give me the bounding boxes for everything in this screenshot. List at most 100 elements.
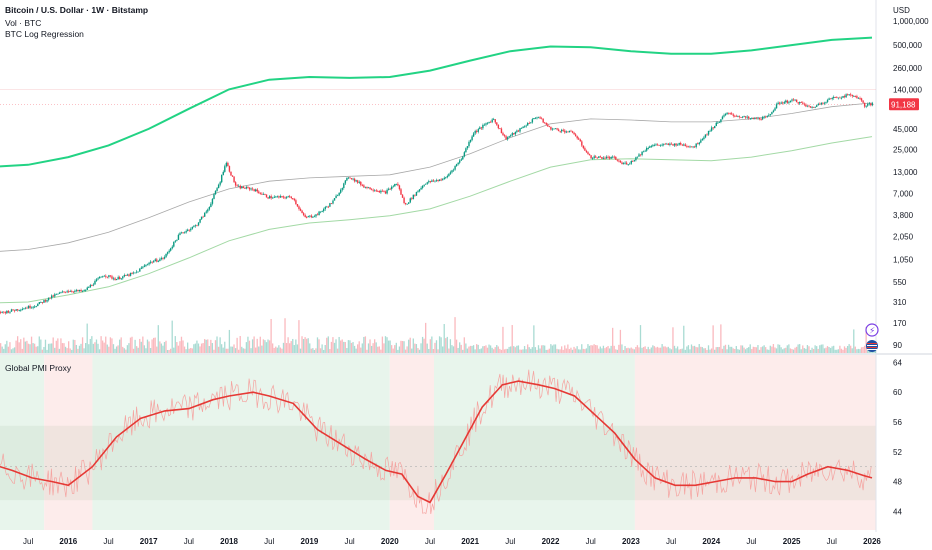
candle-body — [578, 138, 580, 140]
volume-bar — [680, 349, 682, 353]
volume-bar — [468, 346, 470, 353]
volume-bar — [363, 336, 365, 353]
volume-bar — [35, 346, 37, 353]
candle-body — [333, 198, 336, 201]
volume-bar — [514, 347, 516, 353]
volume-bar — [862, 347, 864, 353]
volume-bar — [381, 336, 384, 353]
candle-body — [275, 196, 277, 198]
candle-body — [108, 275, 110, 277]
volume-bar — [154, 337, 156, 353]
currency-label[interactable]: USD — [893, 6, 910, 15]
candle-body — [213, 194, 215, 199]
volume-bar — [217, 346, 220, 353]
volume-bar — [408, 339, 410, 353]
volume-bar — [463, 337, 465, 353]
candle-body — [613, 156, 615, 158]
candle-body — [415, 192, 418, 196]
volume-bar — [142, 336, 144, 353]
volume-bar — [420, 343, 422, 353]
volume-bar — [352, 342, 354, 353]
candle-body — [231, 175, 234, 177]
volume-bar — [537, 345, 540, 353]
candle-body — [567, 131, 569, 133]
volume-bar — [18, 342, 20, 353]
volume-bar — [749, 344, 751, 353]
volume-bar — [55, 340, 57, 353]
price-tick-label: 500,000 — [893, 41, 922, 50]
volume-bar — [520, 349, 523, 353]
volume-bar — [602, 345, 605, 353]
candle-body — [675, 143, 677, 146]
volume-bar — [375, 342, 377, 353]
candle-body — [749, 118, 751, 119]
lightning-icon-glyph: ⚡ — [869, 327, 875, 337]
x-tick-label: 2019 — [301, 537, 319, 546]
volume-bar — [278, 345, 280, 353]
candle-body — [621, 162, 623, 165]
candle-body — [319, 211, 322, 213]
candle-body — [545, 122, 547, 125]
candle-body — [806, 105, 809, 107]
volume-bar — [262, 339, 265, 353]
price-tick-label: 550 — [893, 278, 907, 287]
candle-body — [476, 130, 478, 132]
candle-body — [477, 129, 479, 132]
volume-bar — [443, 324, 445, 353]
volume-bar — [814, 345, 816, 353]
candle-body — [434, 180, 436, 182]
volume-bar — [129, 337, 132, 353]
candle-body — [652, 145, 654, 147]
volume-bar — [557, 349, 560, 353]
volume-bar — [145, 348, 147, 353]
candle-body — [326, 206, 328, 208]
volume-bar — [132, 348, 135, 353]
volume-bar — [193, 344, 195, 353]
volume-bar — [839, 345, 841, 353]
candle-body — [510, 135, 512, 137]
volume-bar — [49, 343, 51, 353]
volume-bar — [292, 338, 294, 353]
pmi-smoothed-line — [0, 380, 873, 504]
volume-bar — [593, 344, 595, 353]
candle-body — [789, 100, 792, 103]
volume-bar — [340, 340, 342, 353]
candle-body — [43, 300, 45, 303]
candle-body — [51, 295, 53, 299]
volume-bar — [846, 345, 849, 353]
candle-body — [571, 131, 574, 133]
volume-bar — [361, 343, 363, 353]
candle-body — [601, 156, 603, 159]
candle-body — [465, 148, 467, 153]
volume-bar — [333, 342, 336, 353]
candle-body — [533, 118, 535, 120]
candle-body — [632, 160, 634, 162]
candle-body — [88, 287, 90, 289]
candle-body — [234, 182, 237, 186]
volume-bar — [386, 337, 388, 353]
volume-bar — [564, 345, 566, 353]
volume-bar — [409, 337, 411, 353]
candle-body — [221, 174, 223, 183]
candle-body — [686, 146, 688, 147]
volume-bar — [693, 345, 696, 353]
candle-body — [673, 143, 676, 146]
candle-body — [47, 297, 50, 301]
volume-bar — [454, 317, 456, 353]
candle-body — [731, 113, 733, 115]
candle-body — [340, 189, 342, 193]
volume-bar — [143, 345, 146, 353]
candle-body — [224, 166, 226, 172]
volume-bar — [598, 348, 600, 353]
volume-bar — [151, 339, 153, 353]
candle-body — [714, 125, 716, 129]
candle-body — [83, 290, 85, 291]
candle-body — [129, 273, 132, 276]
volume-bar — [187, 342, 189, 353]
volume-bar — [531, 347, 533, 353]
candle-body — [466, 146, 469, 149]
volume-bar — [503, 349, 506, 353]
volume-bar — [760, 347, 762, 353]
candle-body — [154, 259, 156, 262]
candle-body — [826, 99, 829, 102]
